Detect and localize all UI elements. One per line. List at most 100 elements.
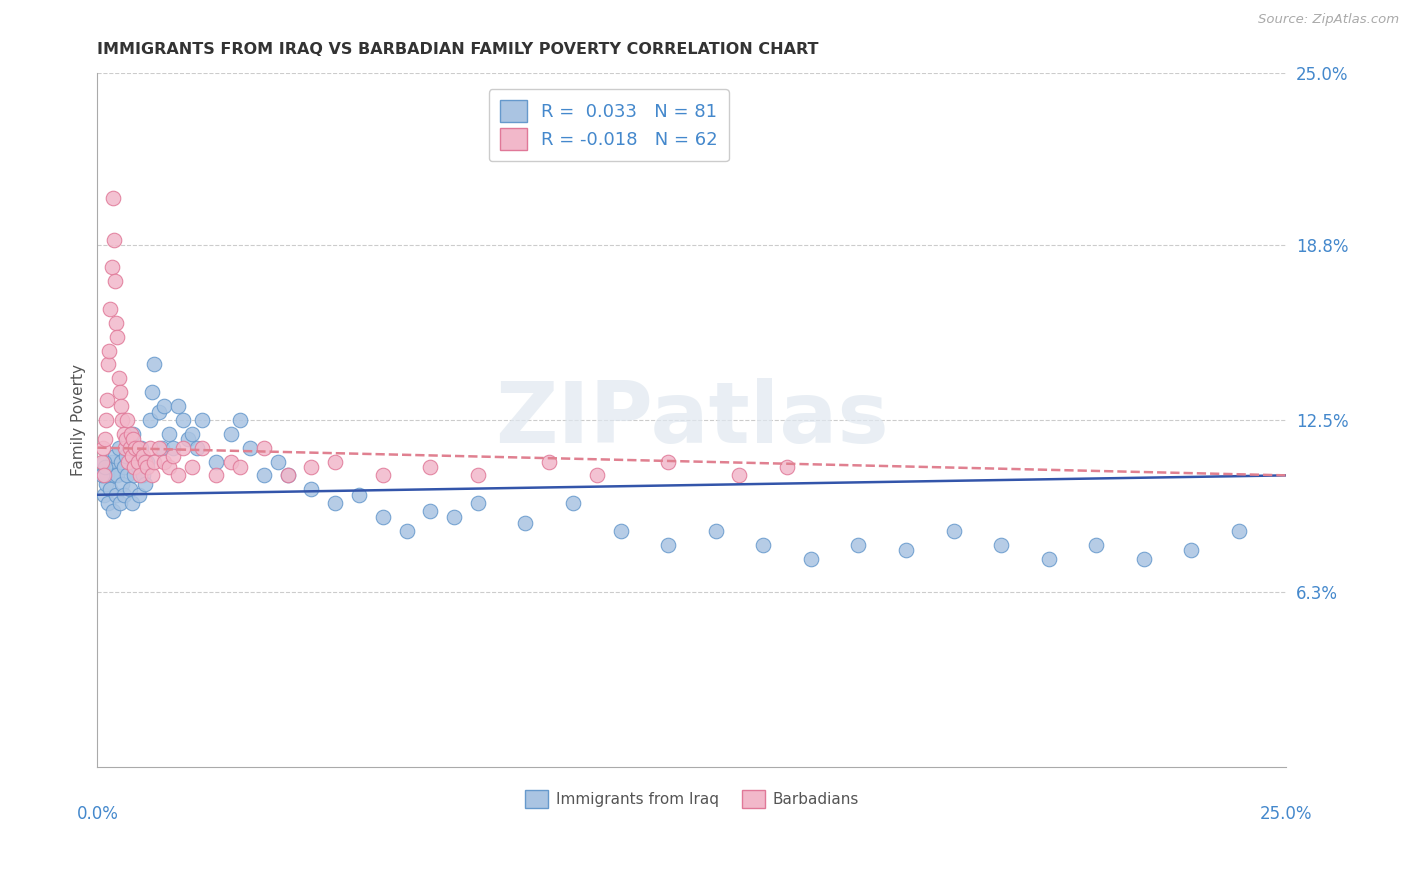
Point [117, 413, 139, 427]
Point [111, 413, 134, 427]
Point [219, 426, 242, 441]
Point [91, 454, 114, 468]
Point [112, 426, 135, 441]
Point [128, 441, 150, 455]
Point [172, 441, 194, 455]
Point [104, 449, 127, 463]
Point [138, 413, 160, 427]
Point [115, 449, 138, 463]
Point [371, 468, 394, 483]
Point [93, 454, 115, 468]
Point [124, 460, 146, 475]
Point [347, 488, 370, 502]
Text: Source: ZipAtlas.com: Source: ZipAtlas.com [1258, 13, 1399, 27]
Point [229, 460, 252, 475]
Point [94, 476, 117, 491]
Point [443, 510, 465, 524]
Text: IMMIGRANTS FROM IRAQ VS BARBADIAN FAMILY POVERTY CORRELATION CHART: IMMIGRANTS FROM IRAQ VS BARBADIAN FAMILY… [97, 42, 818, 57]
Point [124, 468, 146, 483]
Point [1038, 551, 1060, 566]
Point [150, 441, 173, 455]
Point [229, 413, 252, 427]
Point [467, 468, 489, 483]
Point [128, 488, 150, 502]
Point [141, 468, 163, 483]
Point [118, 482, 141, 496]
Point [299, 482, 322, 496]
Point [1227, 524, 1250, 538]
Point [191, 441, 214, 455]
Point [238, 441, 260, 455]
Point [94, 460, 117, 475]
Point [148, 404, 170, 418]
Point [100, 260, 122, 275]
Legend: Immigrants from Iraq, Barbadians: Immigrants from Iraq, Barbadians [519, 783, 865, 814]
Point [111, 476, 134, 491]
Point [120, 426, 142, 441]
Text: 0.0%: 0.0% [76, 805, 118, 823]
Point [93, 468, 115, 483]
Point [205, 468, 228, 483]
Point [124, 441, 146, 455]
Point [96, 393, 118, 408]
Point [253, 441, 276, 455]
Point [136, 454, 159, 468]
Point [110, 454, 132, 468]
Point [181, 460, 204, 475]
Point [94, 433, 117, 447]
Point [118, 441, 141, 455]
Point [143, 358, 166, 372]
Point [162, 449, 184, 463]
Point [103, 468, 125, 483]
Point [267, 454, 290, 468]
Point [538, 454, 561, 468]
Point [101, 191, 124, 205]
Point [177, 433, 200, 447]
Point [191, 413, 214, 427]
Point [117, 454, 139, 468]
Point [181, 426, 204, 441]
Point [103, 233, 125, 247]
Point [91, 441, 114, 455]
Point [752, 538, 775, 552]
Point [323, 454, 346, 468]
Text: 25.0%: 25.0% [1260, 805, 1313, 823]
Point [609, 524, 631, 538]
Point [277, 468, 299, 483]
Point [138, 441, 160, 455]
Point [419, 460, 441, 475]
Point [395, 524, 418, 538]
Point [205, 454, 228, 468]
Point [515, 516, 537, 530]
Point [371, 510, 394, 524]
Point [115, 433, 138, 447]
Point [157, 460, 180, 475]
Point [96, 468, 118, 483]
Point [162, 441, 184, 455]
Point [112, 460, 135, 475]
Y-axis label: Family Poverty: Family Poverty [72, 364, 86, 476]
Point [728, 468, 751, 483]
Point [101, 504, 124, 518]
Point [127, 454, 149, 468]
Point [704, 524, 727, 538]
Point [657, 538, 679, 552]
Point [894, 543, 917, 558]
Point [157, 426, 180, 441]
Point [942, 524, 965, 538]
Point [120, 441, 142, 455]
Point [467, 496, 489, 510]
Point [148, 441, 170, 455]
Point [105, 329, 128, 343]
Point [167, 399, 190, 413]
Point [100, 454, 122, 468]
Point [104, 274, 127, 288]
Point [153, 399, 176, 413]
Point [134, 476, 156, 491]
Point [136, 460, 159, 475]
Point [114, 441, 136, 455]
Point [98, 460, 121, 475]
Point [97, 358, 120, 372]
Point [172, 413, 194, 427]
Point [562, 496, 585, 510]
